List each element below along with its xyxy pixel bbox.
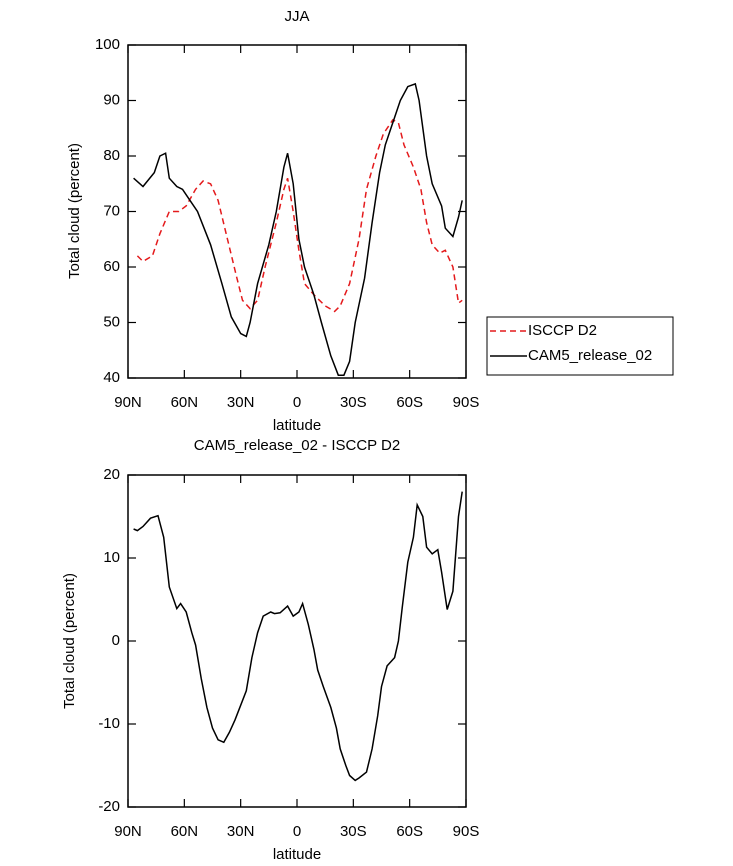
y-tick-label: 100 <box>95 36 120 53</box>
line <box>133 491 463 782</box>
y-tick-label: 20 <box>103 466 120 483</box>
legend-label: ISCCP D2 <box>528 322 597 339</box>
y-axis-label: Total cloud (percent) <box>66 143 83 279</box>
legend-label: CAM5_release_02 <box>528 347 652 364</box>
x-tick-label: 90S <box>453 394 480 411</box>
y-tick-label: 10 <box>103 549 120 566</box>
x-tick-label: 60S <box>396 823 423 840</box>
y-tick-label: 80 <box>103 147 120 164</box>
x-tick-label: 90S <box>453 823 480 840</box>
x-tick-label: 30N <box>227 394 255 411</box>
x-tick-label: 90N <box>114 394 142 411</box>
x-tick-label: 60N <box>171 394 199 411</box>
y-tick-label: 90 <box>103 91 120 108</box>
y-axis-label: Total cloud (percent) <box>61 573 78 709</box>
y-tick-label: 50 <box>103 313 120 330</box>
y-tick-label: -10 <box>98 715 120 732</box>
y-tick-label: 40 <box>103 369 120 386</box>
x-tick-label: 30S <box>340 823 367 840</box>
x-tick-label: 30N <box>227 823 255 840</box>
x-axis-label: latitude <box>273 846 321 863</box>
y-tick-label: 0 <box>112 632 120 649</box>
line <box>133 82 463 376</box>
y-tick-label: 60 <box>103 258 120 275</box>
chart-title: CAM5_release_02 - ISCCP D2 <box>194 437 400 454</box>
x-tick-label: 90N <box>114 823 142 840</box>
legend-box <box>486 316 674 376</box>
x-axis-label: latitude <box>273 417 321 434</box>
line <box>136 118 463 313</box>
y-tick-label: -20 <box>98 798 120 815</box>
x-tick-label: 30S <box>340 394 367 411</box>
x-tick-label: 0 <box>293 394 301 411</box>
y-tick-label: 70 <box>103 202 120 219</box>
x-tick-label: 0 <box>293 823 301 840</box>
x-tick-label: 60S <box>396 394 423 411</box>
chart-title: JJA <box>284 8 309 25</box>
x-tick-label: 60N <box>171 823 199 840</box>
